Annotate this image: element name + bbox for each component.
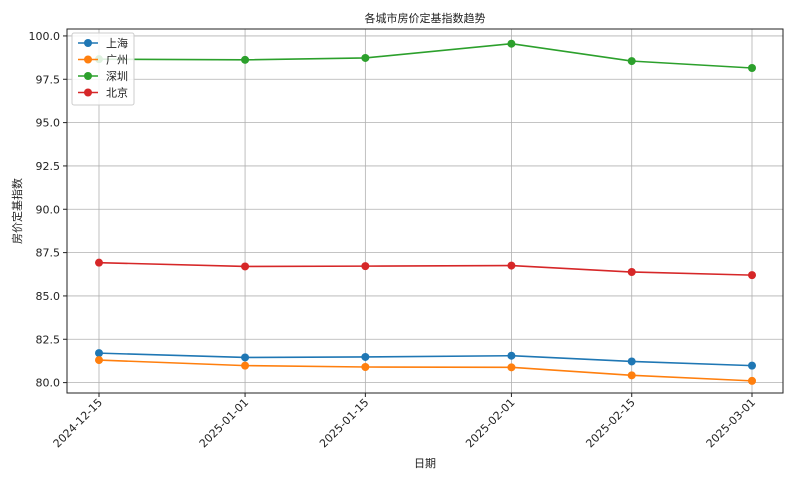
data-point [361,53,370,62]
series-2 [95,356,756,385]
data-point [627,57,636,66]
y-tick-label: 92.5 [36,160,61,173]
data-point [95,258,103,267]
data-point [241,55,250,64]
series-3 [95,39,756,72]
legend-item: 北京 [78,86,128,100]
data-point [507,39,516,48]
y-tick-label: 90.0 [36,203,61,216]
data-point [95,349,103,358]
data-point [627,371,636,380]
data-point [627,357,636,366]
y-tick-label: 100.0 [29,30,61,43]
y-tick-label: 97.5 [36,73,61,86]
x-tick-label: 2024-12-15 [51,396,105,450]
data-point [507,261,516,270]
data-point [241,353,250,362]
y-tick-label: 95.0 [36,117,61,130]
y-tick-label: 82.5 [36,333,61,346]
legend-item: 广州 [78,54,128,67]
axis-ticks: 80.0 82.5 85.0 87.5 90.0 92.5 95.0 97.5 100.0 202… [29,30,759,450]
x-tick-label: 2025-01-15 [317,396,371,450]
plot-frame [66,28,784,394]
y-tick-label: 80.0 [36,377,61,390]
data-point [507,363,516,372]
series-line [98,352,753,367]
legend-label: 广州 [106,54,128,67]
data-point [507,351,516,360]
x-axis-label: 日期 [414,457,436,470]
y-tick-label: 87.5 [36,247,61,260]
legend-marker [84,72,92,80]
y-tick-label: 85.0 [36,290,61,303]
data-point [241,361,250,370]
legend-item: 上海 [78,36,128,50]
data-point [361,352,370,361]
grid [67,29,783,393]
series-line [98,261,753,276]
data-point [748,376,756,385]
data-point [361,363,370,371]
series-line [98,359,753,382]
legend-box [71,32,135,106]
chart-title: 各城市房价定基指数趋势 [365,11,486,25]
series-1 [95,349,756,370]
legend-marker [84,55,92,64]
legend-label: 上海 [106,36,128,50]
legend-label: 北京 [106,86,128,100]
data-point [748,361,756,370]
data-point [627,268,636,277]
x-tick-label: 2025-01-01 [197,396,251,450]
y-axis-label: 房价定基指数 [10,178,24,244]
data-point [95,356,103,365]
legend-item: 深圳 [78,70,128,83]
data-point [748,64,756,72]
x-tick-label: 2025-03-01 [704,396,758,450]
data-point [241,262,250,271]
series-4 [95,258,756,280]
data-point [748,271,756,280]
legend-marker [84,88,92,97]
data-point [361,262,370,271]
x-tick-label: 2025-02-01 [463,396,517,450]
x-tick-label: 2025-02-15 [583,396,637,450]
series-line [98,42,753,69]
series-layer [95,39,756,385]
legend-label: 深圳 [106,70,128,83]
legend-marker [84,39,92,47]
